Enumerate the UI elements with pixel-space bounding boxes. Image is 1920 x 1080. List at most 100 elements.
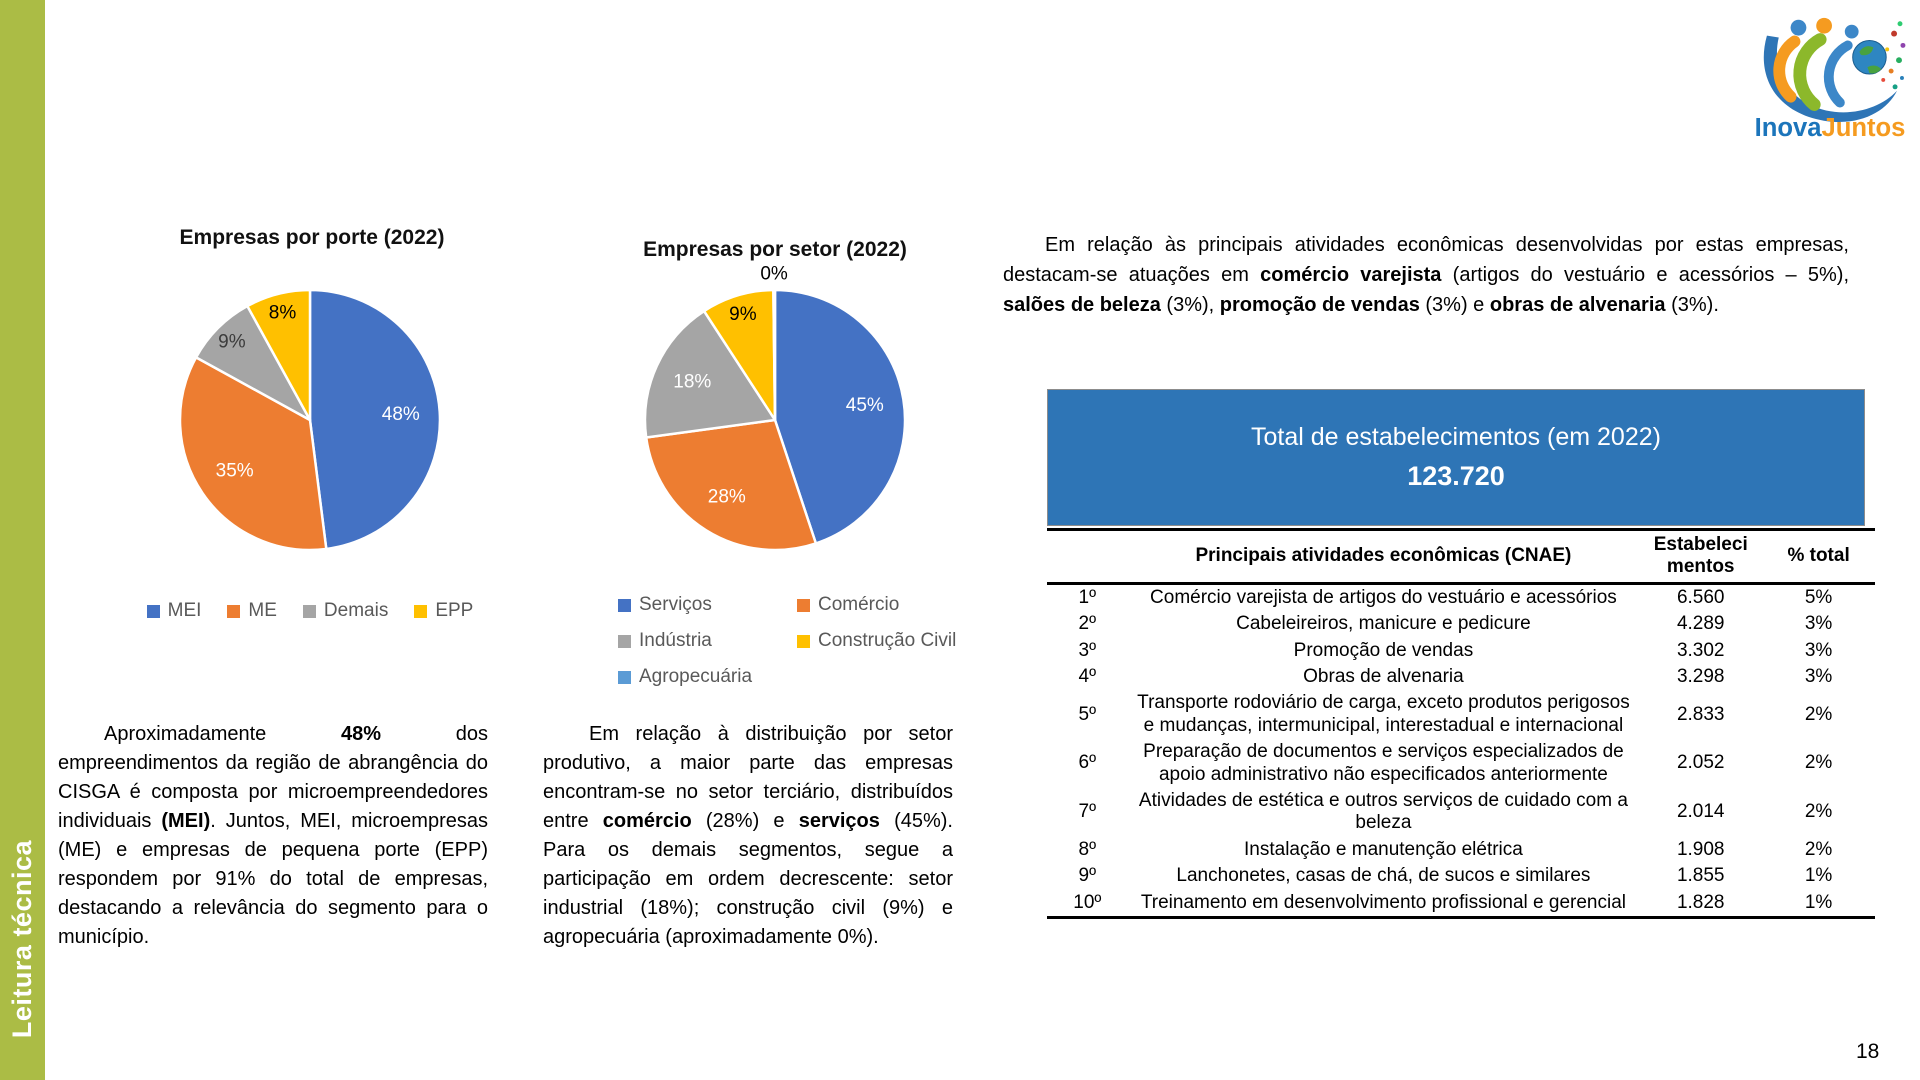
logo-wordmark: InovaJuntos xyxy=(1755,114,1906,142)
legend-item-ME: ME xyxy=(227,600,277,622)
chart1-legend: MEI ME Demais EPP xyxy=(85,600,535,622)
table-cell: 4º xyxy=(1078,666,1097,688)
logo-word-juntos: Juntos xyxy=(1821,114,1905,142)
legend-label: Serviços xyxy=(639,594,712,615)
text-segment: dos empreendimentos da região de abrangê… xyxy=(58,723,488,832)
text-segment: (3%) e xyxy=(1419,294,1490,316)
legend-item-Comércio: Comércio xyxy=(797,594,1027,616)
legend-label: ME xyxy=(248,600,277,621)
page-number: 18 xyxy=(1856,1040,1880,1063)
table-cell: 9º xyxy=(1078,865,1097,887)
table-cell: 8º xyxy=(1078,838,1097,860)
table-cell: 1.908 xyxy=(1676,838,1725,860)
text-segment: Aproximadamente xyxy=(104,723,342,745)
total-box-title: Total de estabelecimentos (em 2022) xyxy=(1251,423,1661,451)
pie-data-label: 45% xyxy=(846,395,884,416)
cnae-table-wrap: Principais atividades econômicas (CNAE) … xyxy=(1047,528,1875,920)
legend-swatch-icon xyxy=(302,604,316,618)
table-cell: 3% xyxy=(1804,613,1833,635)
table-row: 3º Promoção de vendas 3.302 3% xyxy=(1047,638,1875,664)
logo-dot xyxy=(1885,47,1890,52)
table-cell: 2.052 xyxy=(1676,752,1725,774)
section-label: Leitura técnica xyxy=(7,839,37,1038)
pie-data-label: 35% xyxy=(216,461,254,482)
legend-item-Construção Civil: Construção Civil xyxy=(797,630,1027,652)
table-cell: Promoção de vendas xyxy=(1293,639,1474,661)
table-cell: 7º xyxy=(1078,801,1097,823)
text-segment: (45%). Para os demais segmentos, segue a… xyxy=(543,810,953,948)
table-cell: Instalação e manutenção elétrica xyxy=(1244,838,1523,860)
header-percent-total: % total xyxy=(1762,528,1875,585)
table-cell: 2º xyxy=(1078,613,1097,635)
table-cell: 2% xyxy=(1804,703,1833,725)
text-segment: serviços xyxy=(798,810,880,832)
legend-item-EPP: EPP xyxy=(414,600,473,622)
legend-item-Demais: Demais xyxy=(302,600,389,622)
table-row: 1º Comércio varejista de artigos do vestu… xyxy=(1047,583,1875,611)
legend-item-Serviços: Serviços xyxy=(618,594,797,616)
table-cell: Transporte rodoviário de carga, exceto p… xyxy=(1137,692,1630,736)
table-cell: 5% xyxy=(1804,586,1833,608)
table-cell: Treinamento em desenvolvimento profissio… xyxy=(1127,889,1640,920)
logo-dot xyxy=(1881,77,1886,82)
legend-label: Demais xyxy=(323,600,389,621)
legend-label: Construção Civil xyxy=(818,630,957,651)
table-cell: 3% xyxy=(1804,639,1833,661)
legend-swatch-icon xyxy=(618,634,631,648)
legend-swatch-icon xyxy=(618,598,631,612)
text-segment: (artigos do vestuário e acessórios – 5%)… xyxy=(1441,264,1850,286)
pie-data-label: 48% xyxy=(382,404,420,425)
logo-globe xyxy=(1852,40,1887,75)
paragraph-setor: Em relação à distribuição por setor prod… xyxy=(543,720,953,952)
table-cell: 1% xyxy=(1762,889,1875,920)
logo-person-blue xyxy=(1823,40,1853,108)
pie-slice-Comércio xyxy=(644,418,818,552)
table-cell: 2% xyxy=(1804,801,1833,823)
table-row: 9º Lanchonetes, casas de chá, de sucos e … xyxy=(1047,863,1875,889)
text-segment: (3%), xyxy=(1160,294,1220,316)
total-estabelecimentos-box: Total de estabelecimentos (em 2022) 123.… xyxy=(1047,389,1865,526)
pie-slice-Serviços xyxy=(773,288,907,545)
text-segment: (MEI) xyxy=(161,810,211,832)
table-cell: Cabeleireiros, manicure e pedicure xyxy=(1236,613,1531,635)
table-cell: Obras de alvenaria xyxy=(1303,666,1464,688)
logo-dot xyxy=(1896,57,1902,64)
table-cell: 10º xyxy=(1047,889,1128,920)
logo-head-orange xyxy=(1816,17,1832,34)
logo-word-inova: Inova xyxy=(1755,114,1823,142)
section-sideband: Leitura técnica xyxy=(0,0,45,1080)
logo-person-green xyxy=(1793,33,1827,111)
cnae-table: Principais atividades econômicas (CNAE) … xyxy=(1047,528,1875,920)
legend-swatch-icon xyxy=(797,598,810,612)
total-box-value: 123.720 xyxy=(1407,461,1505,491)
table-row: 4º Obras de alvenaria 3.298 3% xyxy=(1047,664,1875,690)
table-cell: Atividades de estética e outros serviços… xyxy=(1138,790,1628,834)
text-segment: salões de beleza xyxy=(1003,294,1161,316)
logo-dot xyxy=(1892,84,1898,90)
legend-item-Agropecuária: Agropecuária xyxy=(618,666,797,688)
paragraph-porte: Aproximadamente 48% dos empreendimentos … xyxy=(58,720,488,952)
text-segment: promoção de vendas xyxy=(1219,294,1420,316)
logo-dot xyxy=(1900,42,1906,48)
legend-label: MEI xyxy=(167,600,202,621)
legend-swatch-icon xyxy=(618,670,631,684)
chart2-title: Empresas por setor (2022) xyxy=(643,238,907,261)
table-cell: Comércio varejista de artigos do vestuár… xyxy=(1150,586,1617,608)
logo-head-blue2 xyxy=(1844,24,1859,39)
legend-swatch-icon xyxy=(146,604,160,618)
table-cell: 2.014 xyxy=(1676,801,1725,823)
table-cell: Lanchonetes, casas de chá, de sucos e si… xyxy=(1176,865,1591,887)
text-segment: obras de alvenaria xyxy=(1489,294,1666,316)
header-rank xyxy=(1047,528,1128,585)
table-row: 5º Transporte rodoviário de carga, exceto… xyxy=(1047,690,1875,739)
table-row: 10º Treinamento em desenvolvimento profis… xyxy=(1047,889,1875,920)
pie-slice-ME xyxy=(178,356,328,552)
logo-globe-land1 xyxy=(1859,46,1874,56)
logo-dot xyxy=(1900,75,1904,80)
table-cell: 3% xyxy=(1804,666,1833,688)
table-cell: 4.289 xyxy=(1676,613,1725,635)
legend-swatch-icon xyxy=(227,604,241,618)
table-cell: 1% xyxy=(1804,865,1833,887)
chart2-legend: Serviços Comércio Indústria Construção Civi… xyxy=(618,594,1027,688)
legend-label: Comércio xyxy=(818,594,900,615)
